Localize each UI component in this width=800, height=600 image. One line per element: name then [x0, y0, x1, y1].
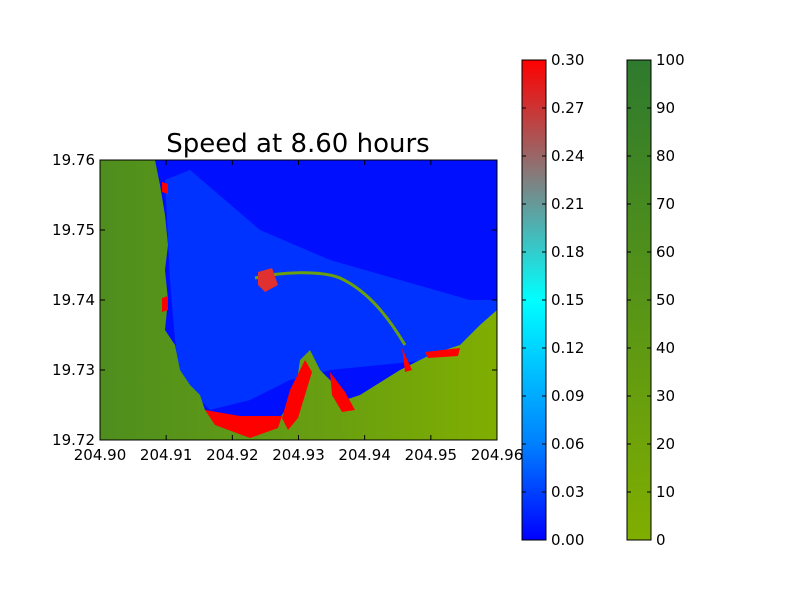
colorbar-tick-label: 0.18: [551, 243, 584, 261]
colorbar-tick-label: 60: [656, 243, 675, 261]
x-tick-label: 204.93: [272, 446, 325, 464]
y-tick-label: 19.76: [52, 151, 95, 169]
colorbar-tick-label: 0: [656, 531, 666, 549]
colorbar-tick-label: 0.27: [551, 99, 584, 117]
colorbar-tick-label: 0.00: [551, 531, 584, 549]
moderate-speed-region: [165, 170, 497, 410]
x-tick-label: 204.91: [140, 446, 193, 464]
colorbar-tick-label: 70: [656, 195, 675, 213]
y-axis: 19.72 19.73 19.74 19.75 19.76: [52, 151, 497, 449]
colorbar-tick-label: 0.21: [551, 195, 584, 213]
x-tick-label: 204.95: [405, 446, 458, 464]
colorbar-tick-label: 20: [656, 435, 675, 453]
colorbar-tick-label: 0.30: [551, 51, 584, 69]
y-tick-label: 19.72: [52, 431, 95, 449]
elevation-colorbar-ticks: 0 10 20 30 40 50 60 70 80 90 100: [627, 51, 685, 549]
colorbar-tick-label: 0.06: [551, 435, 584, 453]
y-tick-label: 19.75: [52, 221, 95, 239]
y-tick-label: 19.74: [52, 291, 95, 309]
colorbar-tick-label: 0.24: [551, 147, 584, 165]
heatmap-area: [100, 160, 497, 440]
x-tick-label: 204.92: [206, 446, 259, 464]
colorbar-tick-label: 0.03: [551, 483, 584, 501]
speed-colorbar-ticks: 0.00 0.03 0.06 0.09 0.12 0.15 0.18 0.21 0.24 0.27…: [522, 51, 584, 549]
colorbar-tick-label: 40: [656, 339, 675, 357]
colorbar-tick-label: 80: [656, 147, 675, 165]
high-speed-patch: [258, 268, 278, 292]
high-speed-patch: [162, 296, 168, 312]
reef-line: [254, 271, 407, 346]
colorbar-tick-label: 0.12: [551, 339, 584, 357]
colorbar-tick-label: 10: [656, 483, 675, 501]
chart-title: Speed at 8.60 hours: [166, 129, 429, 159]
colorbar-tick-label: 100: [656, 51, 685, 69]
high-speed-patch: [162, 182, 168, 194]
high-speed-patch: [425, 348, 460, 358]
colorbar-tick-label: 0.15: [551, 291, 584, 309]
high-speed-patch: [330, 372, 355, 412]
y-tick-label: 19.73: [52, 361, 95, 379]
x-tick-label: 204.94: [338, 446, 391, 464]
colorbar-tick-label: 50: [656, 291, 675, 309]
colorbar-tick-label: 90: [656, 99, 675, 117]
x-tick-label: 204.96: [471, 446, 524, 464]
high-speed-patch: [402, 348, 412, 372]
colorbar-tick-label: 0.09: [551, 387, 584, 405]
high-speed-patch: [205, 410, 282, 438]
x-axis: 204.90 204.91 204.92 204.93 204.94 204.95 204.…: [74, 160, 524, 464]
high-speed-patch: [282, 360, 312, 430]
x-tick-label: 204.90: [74, 446, 127, 464]
colorbar-tick-label: 30: [656, 387, 675, 405]
